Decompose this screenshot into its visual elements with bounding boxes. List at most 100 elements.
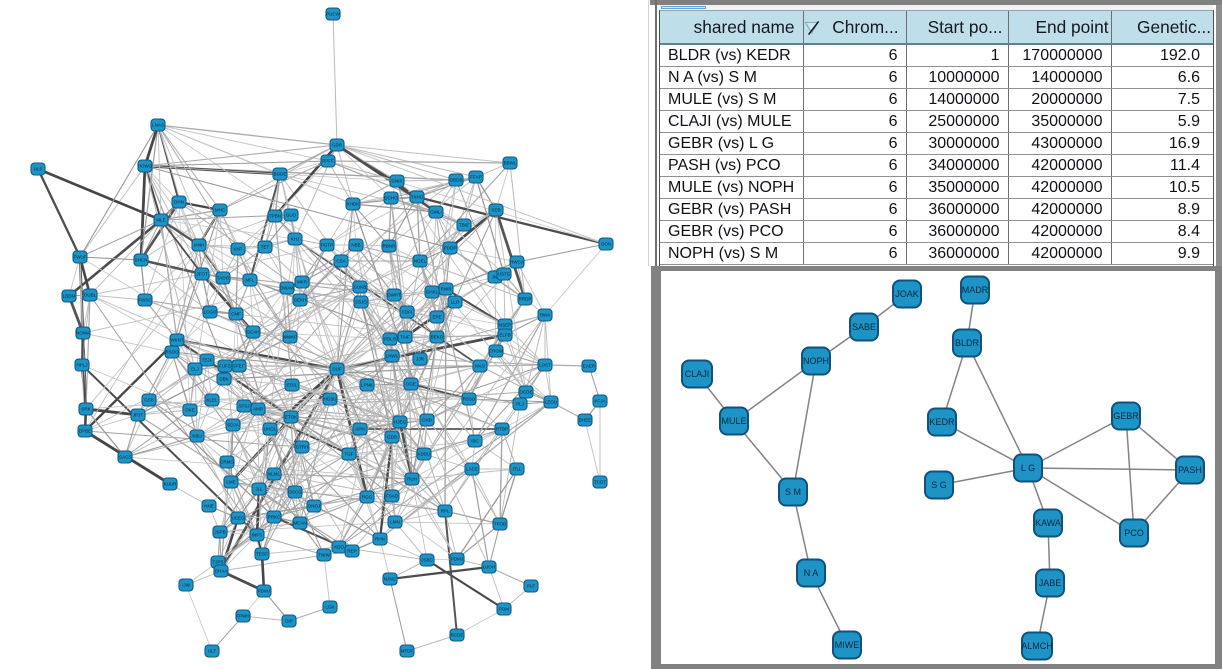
svg-text:PCO: PCO — [1124, 528, 1144, 538]
svg-text:SDJA: SDJA — [227, 423, 239, 428]
svg-text:TFOD: TFOD — [494, 522, 507, 527]
svg-text:LCGO: LCGO — [204, 310, 217, 315]
svg-text:DBK: DBK — [219, 377, 228, 382]
svg-text:OSCG: OSCG — [288, 490, 302, 495]
svg-text:SHCN: SHCN — [135, 258, 148, 263]
svg-text:LMN: LMN — [390, 520, 400, 525]
svg-text:EAER: EAER — [583, 364, 596, 369]
svg-text:RGG: RGG — [362, 495, 373, 500]
svg-text:RSSD: RSSD — [463, 397, 476, 402]
svg-text:KKJI: KKJI — [475, 364, 485, 369]
svg-text:PDM: PDM — [499, 607, 509, 612]
svg-text:JJR: JJR — [416, 357, 425, 362]
svg-text:LEOU: LEOU — [545, 400, 557, 405]
svg-text:ETOK: ETOK — [285, 415, 297, 420]
svg-text:PDOP: PDOP — [444, 246, 457, 251]
svg-text:FUFS: FUFS — [219, 364, 231, 369]
svg-text:OBDB: OBDB — [450, 178, 463, 183]
svg-text:BGDE: BGDE — [274, 172, 287, 177]
svg-text:RWA: RWA — [540, 313, 550, 318]
svg-text:SRK: SRK — [81, 407, 90, 412]
svg-text:JSBC: JSBC — [421, 558, 433, 563]
svg-text:KEB: KEB — [491, 208, 500, 213]
svg-text:GHKL: GHKL — [426, 290, 439, 295]
svg-text:RNIB: RNIB — [441, 287, 452, 292]
svg-text:TAIF: TAIF — [400, 335, 410, 340]
svg-text:ULT: ULT — [208, 649, 216, 654]
svg-text:FWUF: FWUF — [74, 255, 87, 260]
svg-text:KDO: KDO — [334, 545, 344, 550]
svg-text:APN: APN — [355, 427, 364, 432]
svg-text:PLJ: PLJ — [516, 402, 524, 407]
svg-text:UJOH: UJOH — [483, 565, 495, 570]
svg-text:PASH: PASH — [1178, 465, 1202, 475]
svg-text:BBWL: BBWL — [504, 161, 517, 166]
svg-text:TBIE: TBIE — [459, 223, 469, 228]
svg-text:GNIK: GNIK — [391, 179, 402, 184]
svg-text:CDFI: CDFI — [402, 310, 413, 315]
svg-text:FWSC: FWSC — [138, 298, 152, 303]
svg-text:MHC: MHC — [215, 208, 226, 213]
svg-text:MFL: MFL — [246, 278, 255, 283]
svg-text:JLL: JLL — [255, 487, 263, 492]
svg-text:TGF: TGF — [345, 452, 354, 457]
svg-text:BLDR: BLDR — [955, 338, 980, 348]
svg-text:RSOO: RSOO — [165, 350, 179, 355]
svg-text:CRMG: CRMG — [220, 460, 234, 465]
svg-text:GDB: GDB — [387, 435, 397, 440]
svg-text:KNT: KNT — [234, 247, 243, 252]
svg-text:BEKO: BEKO — [431, 335, 444, 340]
svg-text:TEJF: TEJF — [202, 358, 213, 363]
svg-text:MKR: MKR — [297, 280, 308, 285]
svg-text:UCEG: UCEG — [231, 516, 245, 521]
svg-text:LACE: LACE — [466, 467, 478, 472]
svg-text:NBB: NBB — [351, 243, 360, 248]
svg-text:IANH: IANH — [194, 243, 205, 248]
svg-text:RUH: RUH — [407, 477, 417, 482]
svg-text:HGSU: HGSU — [323, 397, 336, 402]
svg-text:RPL: RPL — [441, 509, 450, 514]
svg-text:GTRH: GTRH — [296, 445, 309, 450]
svg-text:GSB: GSB — [144, 398, 154, 403]
svg-text:MCAN: MCAN — [293, 521, 306, 526]
svg-text:HPLJ: HPLJ — [76, 363, 87, 368]
svg-text:ADDU: ADDU — [418, 452, 431, 457]
svg-text:TEGF: TEGF — [256, 552, 268, 557]
svg-text:JOAK: JOAK — [895, 289, 919, 299]
svg-text:EPE: EPE — [432, 315, 441, 320]
svg-text:OCDE: OCDE — [519, 390, 532, 395]
svg-text:NOWA: NOWA — [76, 331, 90, 336]
svg-text:NLML: NLML — [268, 472, 281, 477]
svg-text:RTBP: RTBP — [496, 427, 508, 432]
svg-text:IBC: IBC — [471, 439, 479, 444]
svg-text:MULE: MULE — [721, 416, 746, 426]
svg-text:ITLL: ITLL — [512, 467, 522, 472]
svg-text:TKNG: TKNG — [411, 195, 424, 200]
svg-text:PLF: PLF — [527, 584, 536, 589]
svg-text:HOWG: HOWG — [138, 164, 153, 169]
svg-text:DUF: DUF — [332, 367, 341, 372]
svg-text:EOIL: EOIL — [287, 383, 298, 388]
svg-text:RBNR: RBNR — [383, 244, 397, 249]
svg-text:AMP: AMP — [253, 407, 263, 412]
svg-text:JABE: JABE — [1039, 578, 1062, 588]
svg-text:PPFF: PPFF — [322, 159, 334, 164]
svg-text:TJPS: TJPS — [212, 560, 223, 565]
svg-text:CND: CND — [422, 418, 432, 423]
svg-text:PDWJ: PDWJ — [258, 589, 271, 594]
svg-text:NNE: NNE — [204, 504, 214, 509]
svg-text:S M: S M — [785, 487, 801, 497]
svg-text:GDR: GDR — [332, 143, 343, 148]
svg-text:OKE: OKE — [185, 408, 195, 413]
svg-text:KAWA: KAWA — [1035, 518, 1061, 528]
svg-text:GACS: GACS — [119, 455, 132, 460]
svg-text:RCDE: RCDE — [451, 633, 464, 638]
svg-text:PUCW: PUCW — [326, 12, 341, 17]
svg-text:ULS: ULS — [34, 167, 43, 172]
svg-text:CLAJI: CLAJI — [685, 369, 710, 379]
svg-text:FPWH: FPWH — [236, 614, 249, 619]
svg-text:TET: TET — [261, 245, 270, 250]
svg-text:USTG: USTG — [498, 272, 511, 277]
svg-text:N A: N A — [804, 568, 819, 578]
svg-text:SABE: SABE — [852, 322, 876, 332]
